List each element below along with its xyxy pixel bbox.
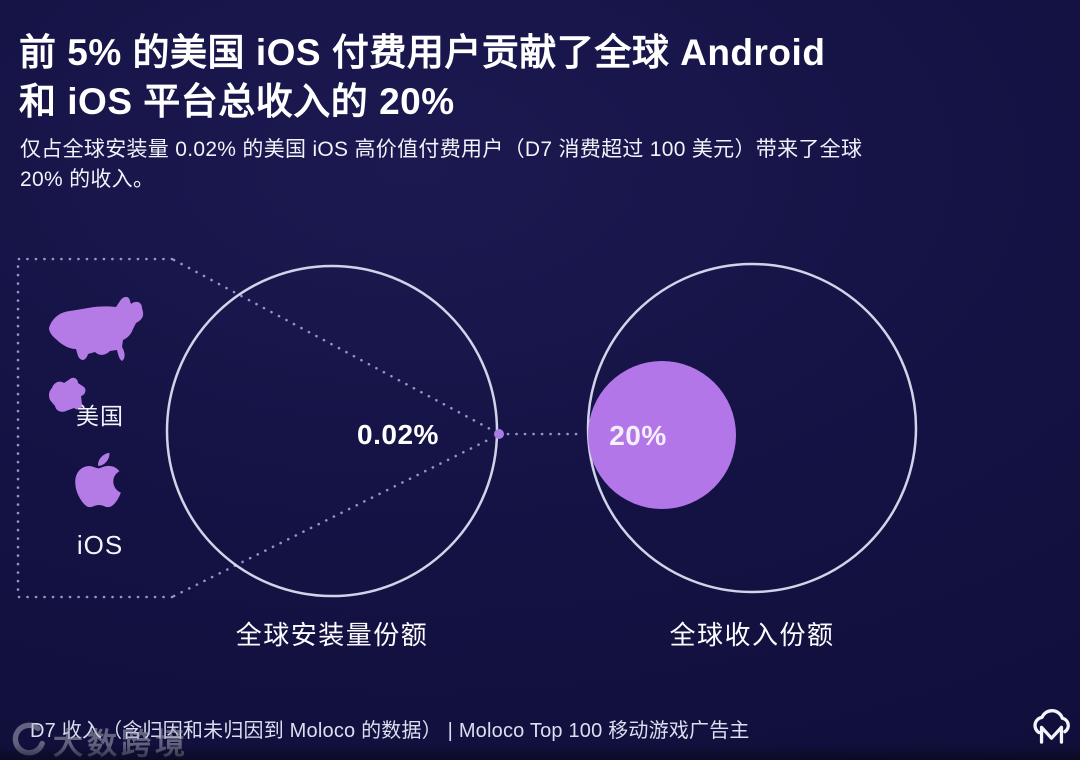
page-title: 前 5% 的美国 iOS 付费用户贡献了全球 Android 和 iOS 平台总… <box>19 28 825 126</box>
moloco-cloud-m-logo <box>1033 709 1070 744</box>
source-note: D7 收入（含归因和未归因到 Moloco 的数据） | Moloco Top … <box>30 720 750 742</box>
apple-logo-icon <box>75 452 121 508</box>
platform-label: iOS <box>76 530 124 560</box>
revenue-caption: 全球收入份额 <box>669 620 835 650</box>
dotted-line-bottom <box>172 436 494 598</box>
dotted-line-top <box>172 258 494 432</box>
subtitle-line-1: 仅占全球安装量 0.02% 的美国 iOS 高价值付费用户（D7 消费超过 10… <box>20 138 863 161</box>
revenue-share-circle <box>586 262 918 594</box>
bottom-shadow <box>0 744 1080 760</box>
installs-caption: 全球安装量份额 <box>235 620 429 650</box>
page-title-line-1: 前 5% 的美国 iOS 付费用户贡献了全球 Android <box>19 31 826 73</box>
dotted-legend-box <box>16 257 174 599</box>
page-title-line-2: 和 iOS 平台总收入的 20% <box>19 80 455 122</box>
installs-share-dot <box>494 429 504 439</box>
subtitle: 仅占全球安装量 0.02% 的美国 iOS 高价值付费用户（D7 消费超过 10… <box>20 135 862 195</box>
country-label: 美国 <box>76 403 124 429</box>
subtitle-line-2: 20% 的收入。 <box>20 167 155 191</box>
installs-value-label: 0.02% <box>357 419 439 450</box>
revenue-value-label: 20% <box>609 420 667 451</box>
usa-map-icon <box>48 296 144 412</box>
revenue-share-fill-circle <box>588 361 736 509</box>
